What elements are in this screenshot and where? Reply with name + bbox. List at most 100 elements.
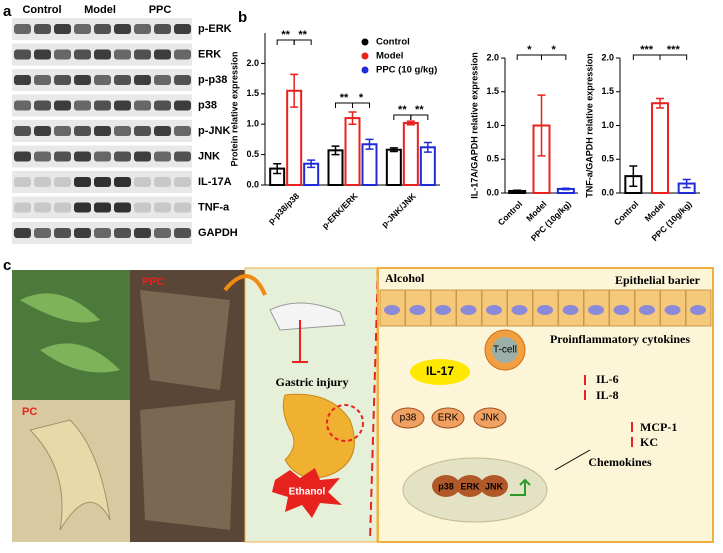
cell-nucleus (384, 305, 400, 315)
blot-band (174, 49, 191, 60)
kinase-label: JNK (481, 413, 500, 424)
kinase-label: p38 (400, 413, 417, 424)
significance-label: ** (398, 104, 407, 116)
blot-band (174, 202, 191, 213)
blot-band (74, 202, 91, 213)
panel-label: b (238, 9, 247, 26)
significance-bracket (410, 114, 429, 120)
blot-label: ERK (198, 48, 221, 60)
up-arrows (584, 375, 633, 447)
bar (651, 102, 669, 194)
blot-band (134, 228, 151, 238)
y-tick-label: 1.5 (486, 86, 499, 96)
error-bar (406, 120, 415, 126)
ethanol-label: Ethanol (289, 487, 326, 498)
y-tick-label: 1.5 (246, 88, 259, 98)
significance-bracket (352, 102, 370, 108)
blot-band (74, 100, 91, 111)
cell-nucleus (511, 305, 528, 315)
blot-band (134, 100, 151, 111)
cell-nucleus (664, 305, 681, 315)
significance-bracket (541, 54, 567, 60)
blot-label: p-JNK (198, 125, 230, 137)
panel-label: c (3, 257, 11, 274)
significance-label: * (552, 44, 557, 56)
significance-label: ** (298, 29, 307, 41)
blot-band (94, 24, 111, 34)
blot-band (174, 177, 191, 187)
legend-label: PPC (10 g/kg) (376, 65, 437, 76)
cell-nucleus (486, 305, 502, 315)
blot-band (74, 75, 91, 85)
bar (327, 149, 344, 186)
blot-band (134, 151, 151, 162)
gastric-label: Gastric injury (276, 375, 349, 389)
nuclear-label: p38 (438, 481, 454, 491)
y-tick-label: 0.5 (601, 154, 614, 164)
blot-band (74, 151, 91, 162)
kinase (391, 407, 425, 429)
chemokines-label: Chemokines (588, 455, 652, 469)
blot-band (94, 75, 111, 85)
blot-band (174, 100, 191, 111)
significance-bracket (659, 54, 688, 60)
blot-band (114, 24, 131, 34)
blot-band (54, 202, 71, 213)
blot-band (134, 202, 151, 213)
blot-band (54, 75, 71, 85)
blot-band (114, 151, 131, 162)
blot-label: GAPDH (198, 227, 238, 239)
cell-nucleus (562, 305, 579, 315)
blot-band (34, 151, 51, 162)
blot-band (54, 126, 71, 136)
error-bar (513, 189, 522, 193)
blot-band (154, 151, 171, 162)
nuclear-kinase (480, 475, 508, 497)
blot-band (94, 49, 111, 60)
arrow (554, 449, 591, 471)
blot-band (14, 100, 31, 111)
blot-band (154, 126, 171, 136)
error-bar (307, 159, 316, 169)
blot-band (94, 177, 111, 187)
ethanol-burst (272, 468, 342, 518)
y-tick-label: 2.0 (601, 52, 614, 62)
blot-band (154, 228, 171, 238)
y-tick-label: 2.0 (246, 58, 259, 68)
blot-label: p-ERK (198, 23, 232, 35)
cell-nucleus (613, 305, 630, 315)
nuclear-kinase (432, 475, 460, 497)
zoom-circle (326, 404, 364, 442)
il17-label: IL-17 (426, 364, 454, 378)
significance-label: ** (340, 92, 349, 104)
blot-band (54, 177, 71, 187)
cell-nucleus (639, 305, 655, 315)
bar (385, 148, 402, 186)
il6-label: IL-6 (596, 372, 619, 386)
x-tick-label: Control (612, 199, 640, 227)
error-bar (290, 73, 299, 108)
x-tick-label: p-p38/p38 (266, 191, 301, 226)
error-bar (273, 162, 282, 175)
blot-band (154, 49, 171, 60)
blot-band (14, 151, 31, 162)
blot-band (54, 49, 71, 60)
blot-band (34, 202, 51, 213)
il8-label: IL-8 (596, 388, 619, 402)
error-bar (682, 178, 691, 189)
pc-label: PC (22, 406, 37, 418)
group-label: Control (22, 4, 61, 16)
blot-band (34, 24, 51, 34)
rat (269, 302, 346, 331)
blot-band (134, 24, 151, 34)
blot-band (134, 75, 151, 85)
blot-label: IL-17A (198, 176, 232, 188)
blot-band (34, 49, 51, 60)
blot-band (134, 177, 151, 187)
blot-band (54, 151, 71, 162)
blot-band (14, 75, 31, 85)
y-tick-label: 2.0 (486, 52, 499, 62)
blot-band (114, 100, 131, 111)
blot-band (74, 177, 91, 187)
